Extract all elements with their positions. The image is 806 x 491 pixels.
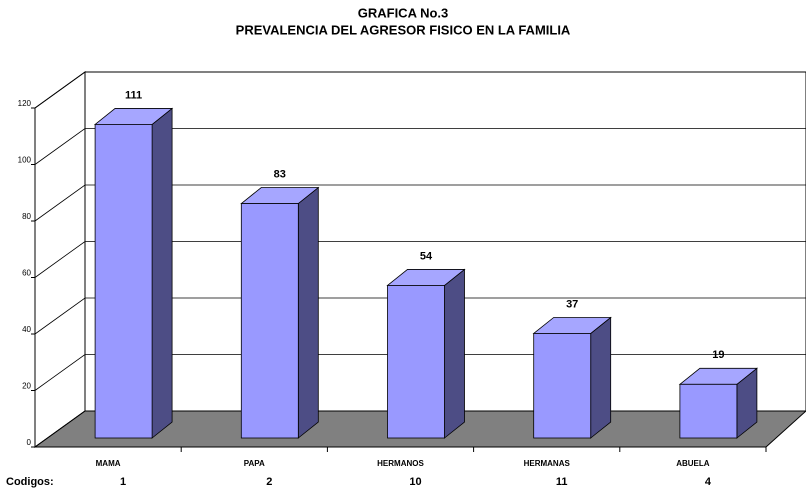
code-label: 2: [266, 476, 272, 488]
bar-side: [444, 268, 465, 439]
y-tick-label: 40: [22, 325, 31, 334]
bar: [679, 383, 738, 439]
x-tick-label: ABUELA: [676, 459, 710, 468]
bar: [240, 203, 299, 439]
value-label: 83: [274, 168, 286, 180]
value-label: 19: [712, 349, 724, 361]
x-tick-label: HERMANAS: [524, 459, 571, 468]
y-tick-label: 20: [22, 382, 31, 391]
code-label: 10: [409, 476, 421, 488]
y-tick-label: 80: [22, 212, 31, 221]
value-label: 111: [125, 89, 142, 101]
value-label: 54: [420, 250, 433, 262]
chart-title: GRAFICA No.3: [358, 5, 449, 20]
code-label: 11: [556, 476, 568, 488]
bar: [387, 285, 445, 439]
x-tick-label: HERMANOS: [377, 459, 424, 468]
x-tick-label: PAPA: [244, 459, 265, 468]
grid-line: [34, 128, 806, 165]
chart-subtitle: PREVALENCIA DEL AGRESOR FISICO EN LA FAM…: [236, 22, 571, 37]
codes-label: Codigos:: [6, 476, 54, 488]
grid-line: [34, 297, 806, 335]
code-label: 4: [705, 476, 712, 488]
code-label: 1: [120, 476, 126, 488]
y-tick-label: 0: [27, 438, 32, 447]
bar: [94, 124, 153, 439]
y-tick-label: 120: [18, 99, 32, 108]
grid-line: [34, 184, 806, 222]
bar-side: [590, 316, 612, 439]
value-label: 37: [566, 298, 578, 310]
grid-line: [34, 71, 806, 109]
y-tick-label: 100: [18, 156, 32, 165]
bar: [533, 333, 592, 439]
y-tick-label: 60: [22, 269, 31, 278]
bar-side: [297, 186, 319, 439]
bar-side: [151, 107, 173, 439]
x-tick-label: MAMA: [96, 459, 121, 468]
grid-line: [34, 241, 806, 278]
